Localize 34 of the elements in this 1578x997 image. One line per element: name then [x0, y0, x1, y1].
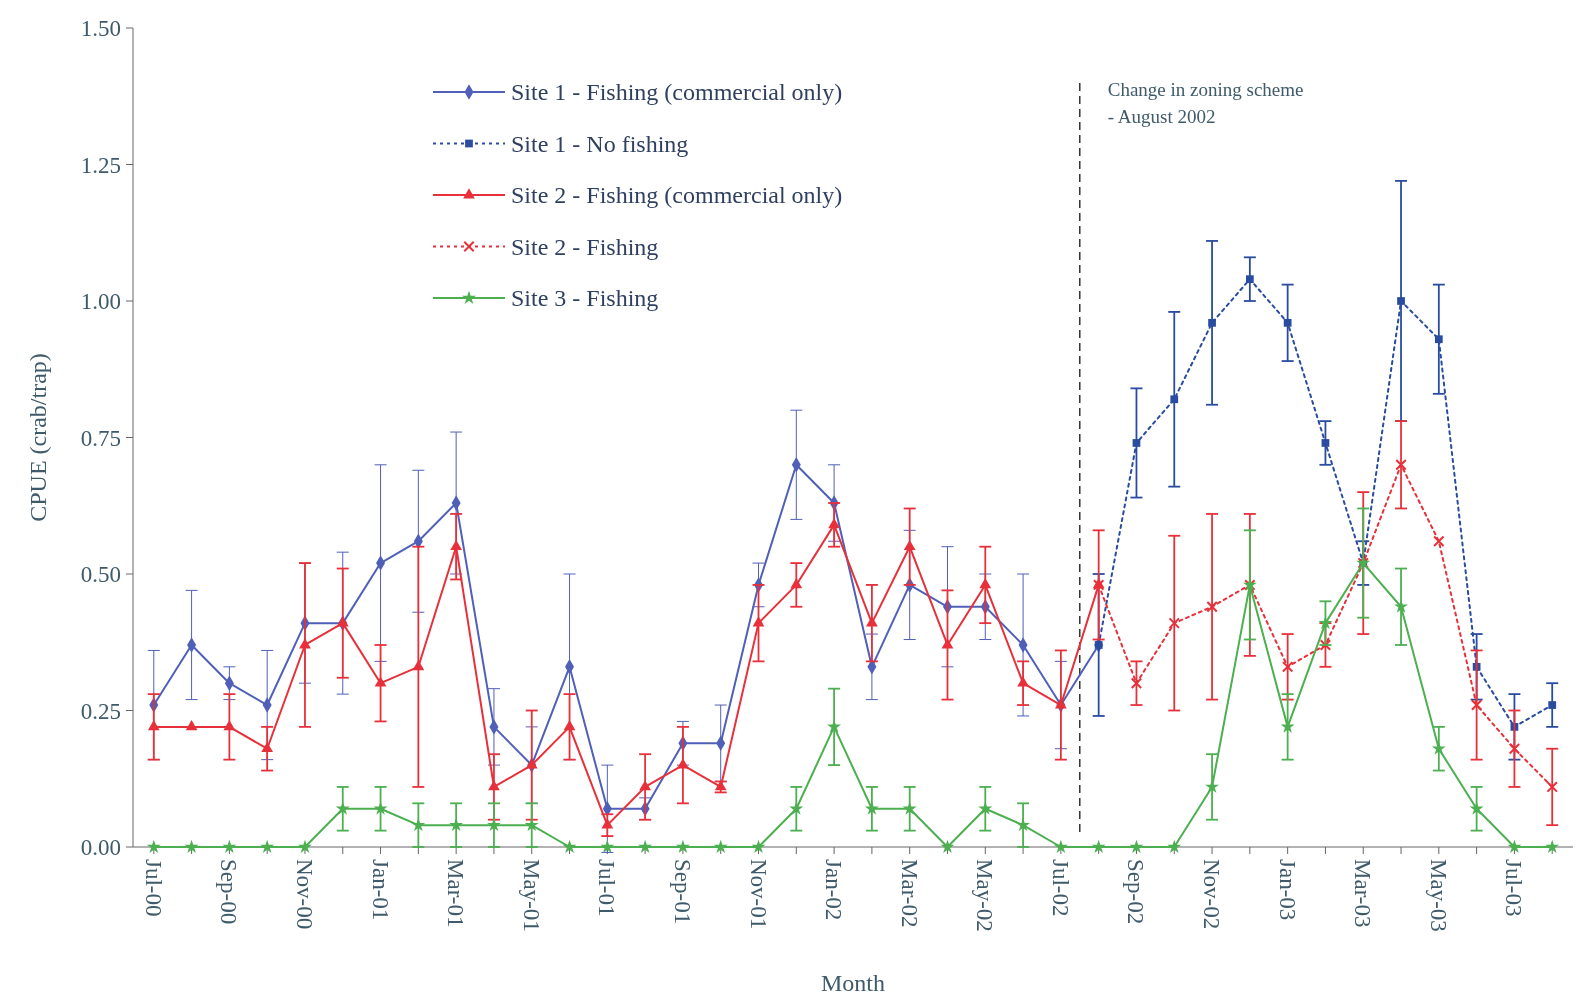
x-tick-label: Mar-01 [443, 859, 469, 928]
legend-label: Site 1 - Fishing (commercial only) [511, 79, 843, 105]
x-tick-label: Jul-00 [140, 859, 166, 917]
y-axis-title: CPUE (crab/trap) [25, 353, 51, 522]
legend-label: Site 2 - Fishing (commercial only) [511, 182, 843, 208]
x-tick-label: Jul-03 [1501, 859, 1527, 917]
y-tick-label: 1.50 [80, 16, 121, 41]
x-tick-label: Sep-01 [669, 859, 695, 925]
x-tick-label: Jan-01 [367, 859, 393, 921]
annotation: Change in zoning scheme - August 2002 [1107, 79, 1304, 127]
x-tick-label: Jul-01 [594, 859, 620, 917]
x-tick-label: Nov-02 [1199, 859, 1225, 930]
x-axis-title: Month [820, 970, 886, 996]
y-tick-label: 0.50 [80, 562, 121, 587]
x-tick-label: May-01 [518, 859, 544, 932]
y-tick-label: 1.00 [80, 289, 121, 314]
x-tick-label: Mar-03 [1350, 859, 1376, 928]
x-tick-label: Nov-00 [291, 859, 317, 930]
x-tick-label: Jan-02 [821, 859, 847, 921]
y-tick-label: 0.25 [80, 698, 121, 724]
y-tick-label: 1.25 [80, 152, 121, 178]
x-tick-label: Jul-02 [1047, 859, 1073, 917]
x-tick-label: Jan-03 [1274, 859, 1300, 921]
x-tick-label: Sep-00 [216, 859, 242, 925]
x-tick-label: Mar-02 [896, 859, 922, 928]
y-tick-label: 0.00 [80, 835, 121, 860]
legend-label: Site 2 - Fishing [511, 233, 659, 260]
y-tick-label: 0.75 [80, 425, 121, 451]
x-tick-label: Nov-01 [745, 859, 771, 930]
legend-label: Site 1 - No fishing [511, 130, 689, 157]
x-tick-label: Sep-02 [1123, 859, 1149, 925]
x-tick-label: May-03 [1425, 859, 1451, 932]
legend-label: Site 3 - Fishing [511, 285, 659, 311]
x-tick-label: May-02 [972, 859, 998, 932]
